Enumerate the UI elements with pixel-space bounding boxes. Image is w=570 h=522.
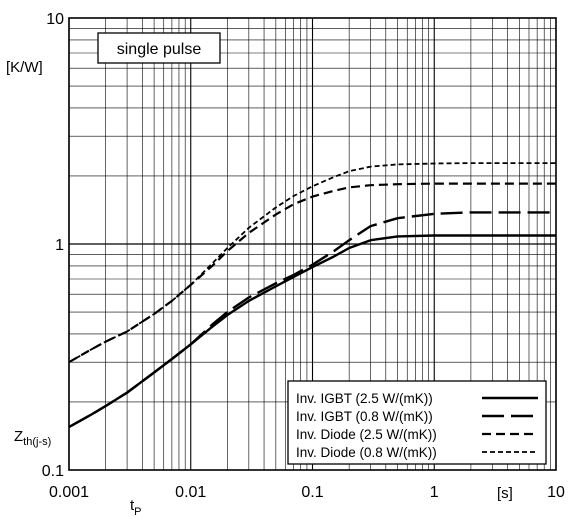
x-tick-label: 0.01 — [175, 484, 206, 501]
series-layer — [68, 162, 556, 429]
series-line-4 — [68, 162, 556, 363]
x-axis-label-main: t — [130, 497, 135, 514]
y-tick-label: 1 — [55, 237, 64, 254]
x-tick-label: 10 — [547, 484, 565, 501]
y-axis-label-sub: th(j-s) — [23, 436, 51, 448]
annotation-box: single pulse — [97, 32, 221, 64]
annotation-text: single pulse — [117, 41, 202, 58]
legend-label-4: Inv. Diode (0.8 W/(mK)) — [296, 445, 437, 460]
y-tick-label: 0.1 — [42, 463, 64, 480]
legend: Inv. IGBT (2.5 W/(mK)) Inv. IGBT (0.8 W/(… — [287, 380, 547, 465]
series-line-2 — [68, 211, 556, 429]
legend-label-2: Inv. IGBT (0.8 W/(mK)) — [296, 409, 433, 424]
x-unit-label: [s] — [497, 485, 513, 502]
x-tick-label: 0.001 — [49, 484, 89, 501]
legend-label-3: Inv. Diode (2.5 W/(mK)) — [296, 427, 437, 442]
x-tick-label: 0.1 — [301, 484, 323, 501]
y-axis-label: Zth(j-s) — [14, 428, 51, 448]
y-tick-label: 10 — [46, 11, 64, 28]
x-tick-label: 1 — [430, 484, 439, 501]
y-axis-label-main: Z — [14, 428, 23, 445]
plot-frame — [68, 17, 557, 471]
legend-label-1: Inv. IGBT (2.5 W/(mK)) — [296, 391, 433, 406]
x-axis-label-sub: P — [134, 506, 141, 518]
x-axis-label: tP — [130, 497, 142, 518]
tick-labels: 0.001 0.01 0.1 1 10 0.1 1 10 — [42, 11, 565, 501]
y-unit-label: [K/W] — [6, 59, 43, 76]
